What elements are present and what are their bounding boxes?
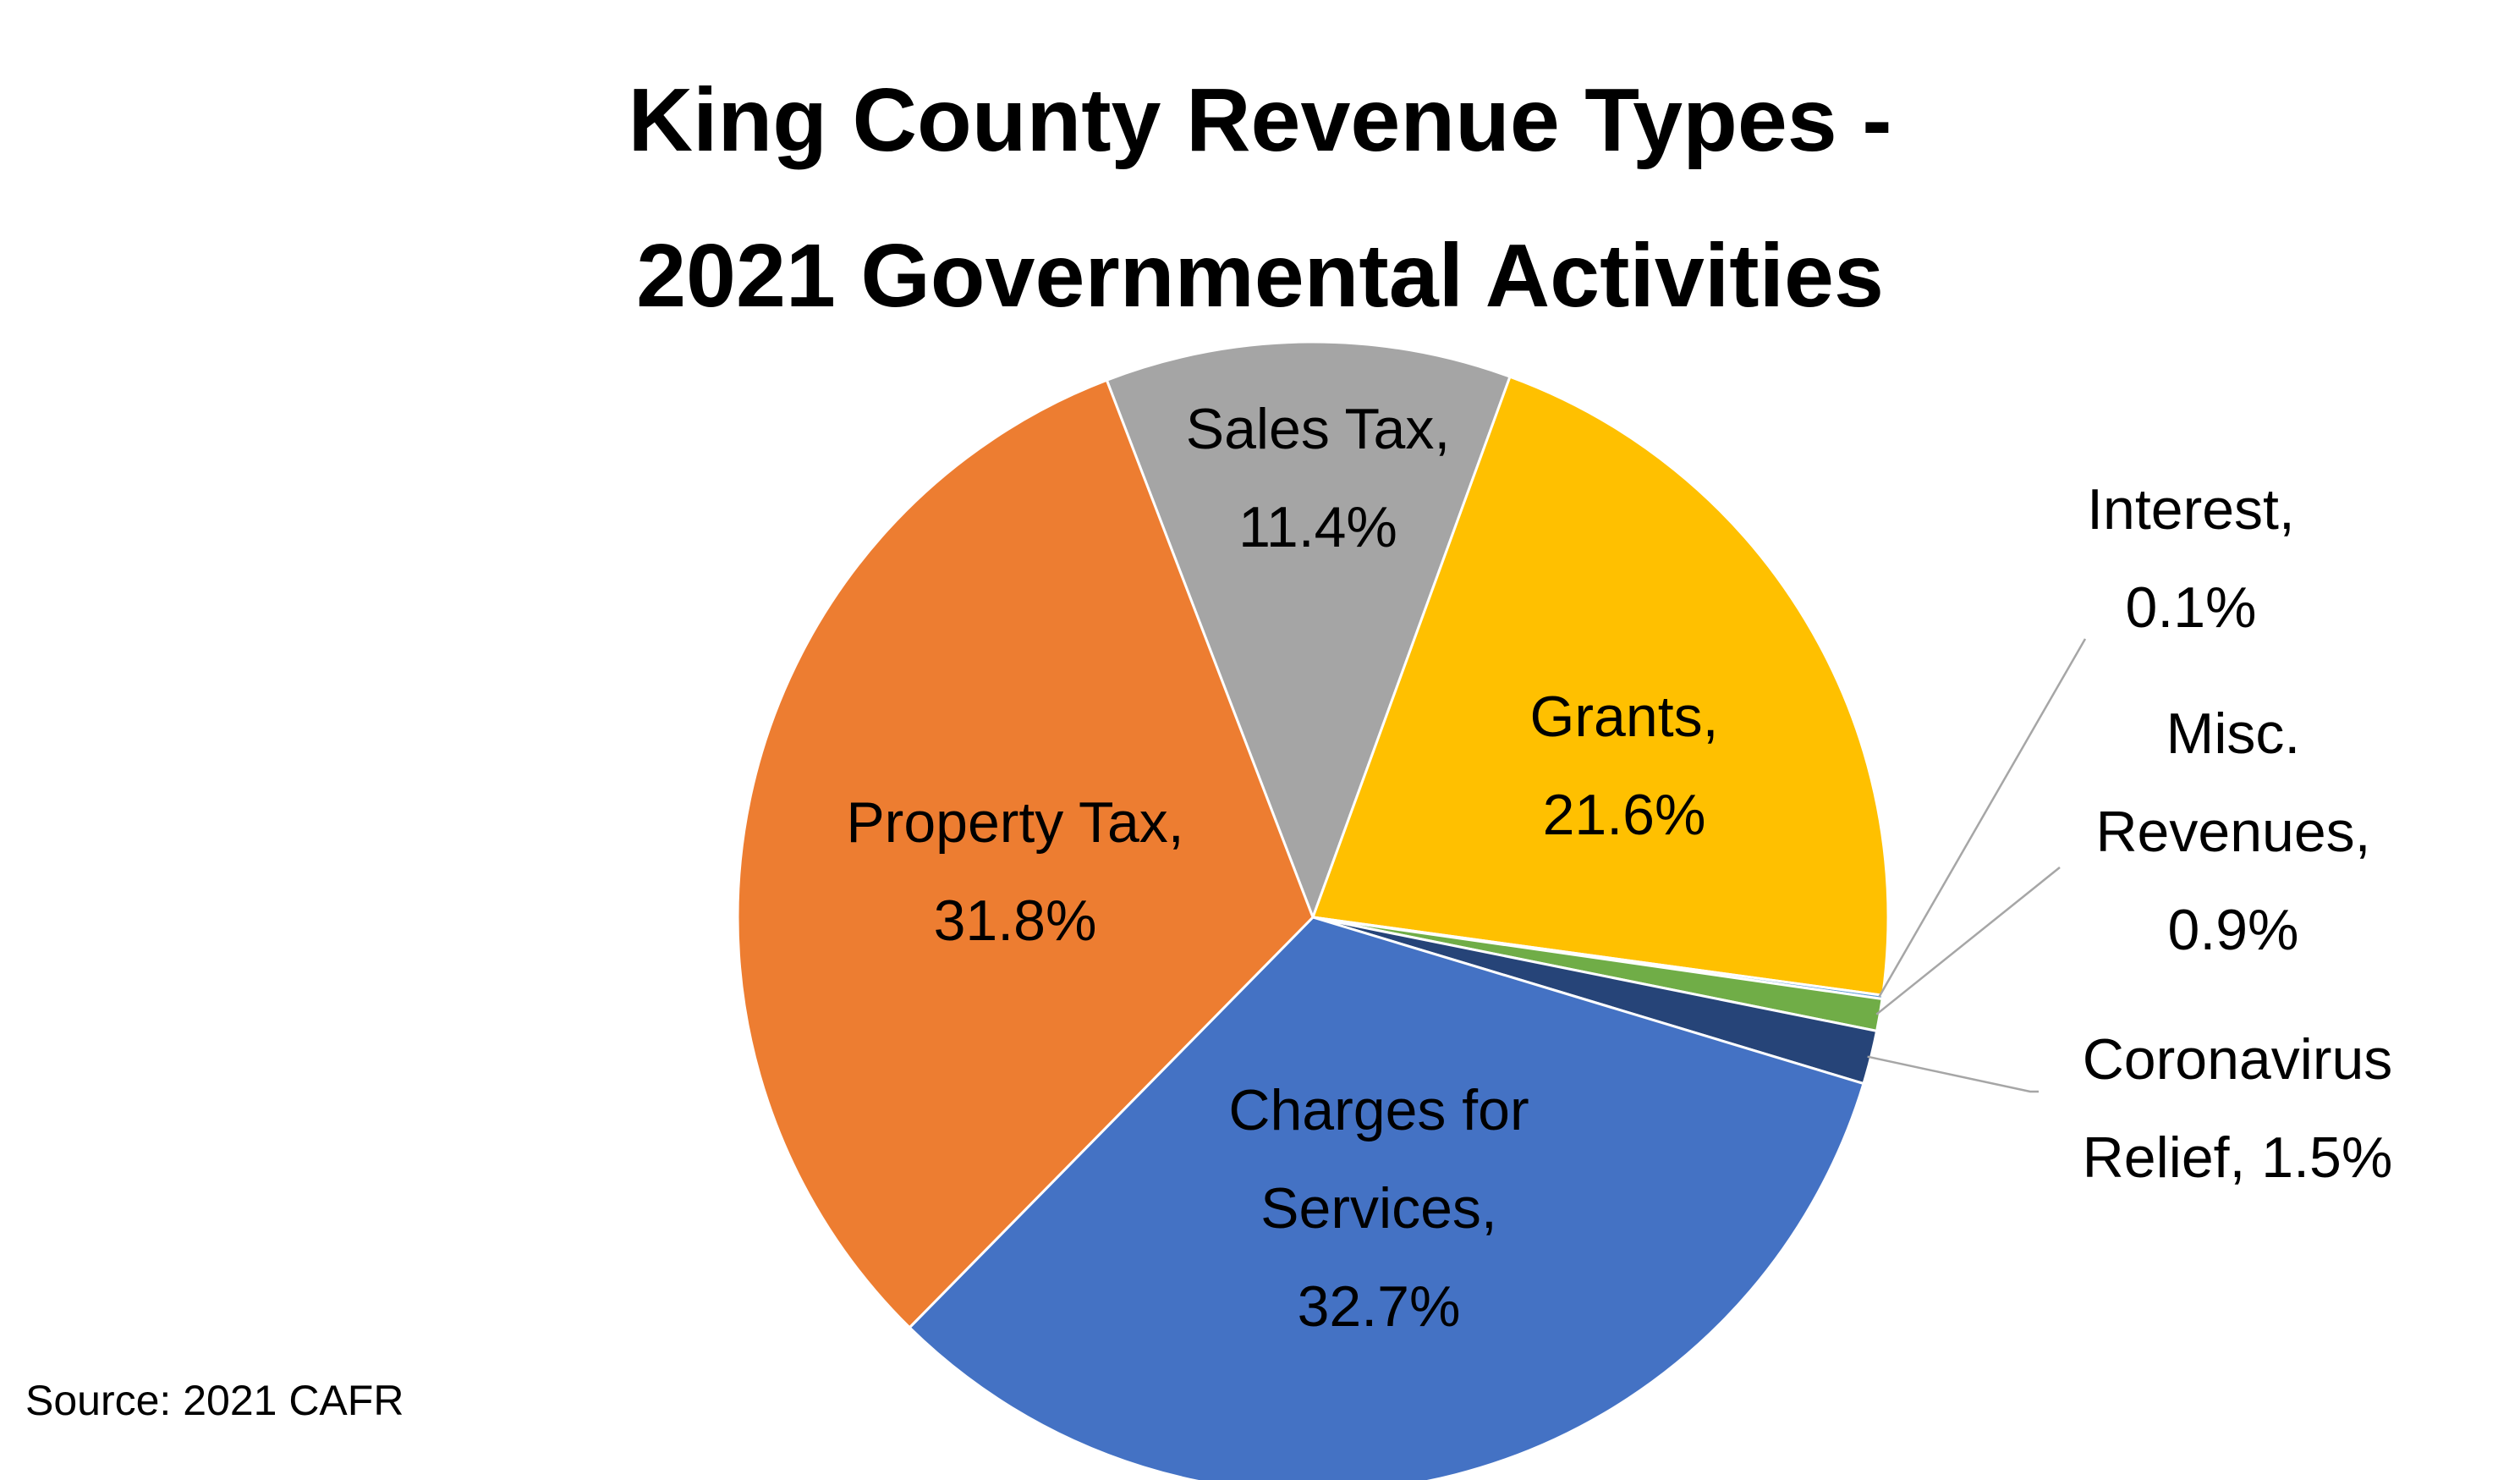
leader-lines xyxy=(1867,638,2087,1093)
source-note: Source: 2021 CAFR xyxy=(25,1377,404,1424)
leader-line xyxy=(1878,638,2087,998)
slice-label-line: 32.7% xyxy=(1298,1274,1461,1339)
slice-label-line: Revenues, xyxy=(2095,800,2370,864)
slice-label-line: Sales Tax, xyxy=(1186,397,1450,461)
pie-slice-grants xyxy=(1310,375,1890,997)
pie-slices xyxy=(736,340,1890,1480)
slice-label: Coronavirus Relief, 1.5% xyxy=(2083,1027,2393,1190)
slice-label-line: Relief, 1.5% xyxy=(2083,1125,2393,1190)
slice-label-line: Misc. xyxy=(2166,701,2301,766)
slice-label-line: Coronavirus xyxy=(2083,1027,2393,1092)
slice-label: Charges for Services, 32.7% xyxy=(1228,1078,1529,1339)
leader-line xyxy=(1867,1055,2039,1093)
chart-title: King County Revenue Types - 2021 Governm… xyxy=(0,42,2520,354)
slice-label-line: Charges for xyxy=(1228,1078,1529,1142)
pie-slice-property-tax xyxy=(736,378,1315,1329)
chart-title-line-2: 2021 Governmental Activities xyxy=(636,226,1884,326)
chart-title-line-1: King County Revenue Types - xyxy=(628,70,1892,170)
slice-label-line: 21.6% xyxy=(1543,783,1706,847)
slice-label: Grants, 21.6% xyxy=(1530,685,1719,847)
slice-label: Interest, 0.1% xyxy=(2087,477,2295,640)
slice-label: Sales Tax, 11.4% xyxy=(1186,397,1450,559)
slice-label: Property Tax, 31.8% xyxy=(846,790,1183,953)
slice-label-line: Interest, xyxy=(2087,477,2295,542)
slice-label-line: 11.4% xyxy=(1238,495,1397,559)
slice-label: Misc. Revenues, 0.9% xyxy=(2095,701,2370,962)
slice-label-line: 0.1% xyxy=(2126,575,2257,640)
slice-label-line: Property Tax, xyxy=(846,790,1183,855)
slice-label-line: 31.8% xyxy=(934,889,1097,953)
leader-line xyxy=(1875,867,2061,1015)
slice-label-line: Grants, xyxy=(1530,685,1719,749)
pie-slice-charges-for-services xyxy=(908,916,1865,1480)
pie-slice-sales-tax xyxy=(1105,340,1512,922)
slice-label-line: 0.9% xyxy=(2168,898,2299,962)
slice-label-line: Services, xyxy=(1260,1176,1497,1241)
slice-labels: Sales Tax, 11.4% Grants, 21.6% Interest, 0.1%… xyxy=(846,397,2392,1339)
